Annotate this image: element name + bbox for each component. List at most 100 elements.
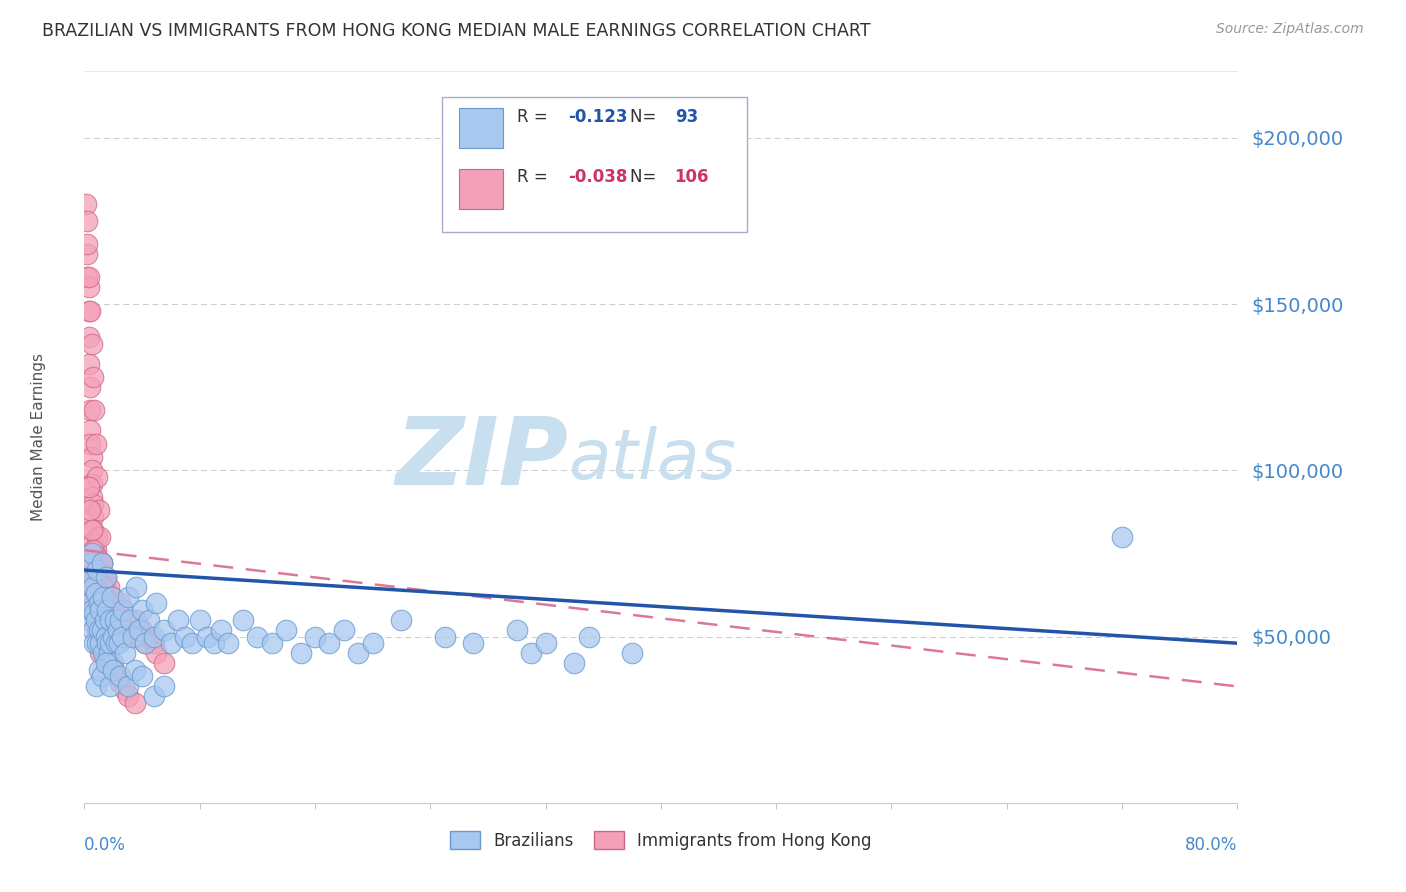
Point: [124, 663, 146, 677]
Text: ZIP: ZIP: [395, 413, 568, 505]
Point: [86, 636, 108, 650]
Point: [105, 613, 128, 627]
Point: [84, 609, 107, 624]
Point: [120, 623, 142, 637]
Point: [80, 603, 103, 617]
Point: [105, 636, 128, 650]
Point: [93, 596, 115, 610]
Point: [304, 630, 326, 644]
Point: [77, 357, 100, 371]
Point: [90, 557, 112, 571]
Point: [82, 536, 104, 550]
Point: [361, 636, 384, 650]
Point: [86, 596, 108, 610]
Point: [83, 563, 105, 577]
Point: [84, 586, 107, 600]
Point: [87, 557, 110, 571]
Point: [82, 370, 104, 384]
Point: [100, 590, 122, 604]
Point: [124, 696, 146, 710]
Point: [117, 690, 139, 704]
Point: [79, 557, 101, 571]
Point: [131, 669, 153, 683]
Point: [87, 503, 110, 517]
Point: [80, 546, 103, 560]
Point: [94, 570, 117, 584]
Point: [96, 596, 118, 610]
Point: [347, 646, 370, 660]
Point: [142, 630, 165, 644]
Point: [98, 656, 121, 670]
Point: [79, 503, 101, 517]
FancyBboxPatch shape: [460, 108, 503, 148]
Point: [89, 646, 111, 660]
Point: [83, 607, 105, 621]
Point: [80, 490, 103, 504]
Point: [103, 656, 124, 670]
Point: [138, 613, 160, 627]
Point: [87, 663, 110, 677]
Point: [86, 549, 108, 564]
Point: [90, 669, 112, 683]
Point: [103, 663, 124, 677]
Point: [463, 636, 485, 650]
Point: [91, 643, 114, 657]
Point: [111, 613, 134, 627]
Point: [318, 636, 340, 650]
Point: [77, 303, 100, 318]
Point: [134, 636, 156, 650]
Point: [122, 630, 145, 644]
Point: [209, 623, 232, 637]
Point: [89, 563, 111, 577]
Point: [188, 613, 211, 627]
Point: [94, 656, 117, 670]
Point: [83, 636, 105, 650]
Point: [91, 590, 114, 604]
Point: [90, 623, 112, 637]
Point: [142, 636, 165, 650]
Point: [80, 463, 103, 477]
Point: [77, 480, 100, 494]
Point: [391, 613, 413, 627]
Point: [84, 680, 107, 694]
Point: [564, 656, 586, 670]
Point: [76, 247, 98, 261]
Point: [80, 337, 103, 351]
Point: [84, 557, 107, 571]
Point: [91, 570, 114, 584]
Text: BRAZILIAN VS IMMIGRANTS FROM HONG KONG MEDIAN MALE EARNINGS CORRELATION CHART: BRAZILIAN VS IMMIGRANTS FROM HONG KONG M…: [42, 22, 870, 40]
Point: [152, 623, 174, 637]
Point: [117, 590, 139, 604]
Text: N=: N=: [630, 108, 661, 126]
Text: R =: R =: [517, 169, 553, 186]
Point: [98, 613, 121, 627]
Point: [79, 380, 101, 394]
Point: [98, 680, 121, 694]
Point: [79, 436, 101, 450]
Point: [276, 623, 298, 637]
Point: [97, 580, 120, 594]
Point: [77, 270, 100, 285]
Point: [93, 580, 115, 594]
Point: [117, 680, 139, 694]
Point: [86, 470, 108, 484]
Point: [103, 603, 124, 617]
Point: [138, 630, 160, 644]
Point: [87, 613, 110, 627]
Point: [433, 630, 456, 644]
Point: [114, 623, 136, 637]
Point: [94, 636, 117, 650]
Point: [91, 580, 114, 594]
Point: [202, 636, 225, 650]
Point: [80, 570, 103, 584]
Point: [181, 636, 204, 650]
Point: [93, 649, 115, 664]
Point: [80, 450, 103, 464]
Point: [89, 636, 111, 650]
Point: [104, 613, 127, 627]
Point: [534, 636, 557, 650]
Point: [97, 646, 120, 660]
Point: [96, 646, 118, 660]
Point: [125, 613, 148, 627]
Point: [125, 580, 148, 594]
